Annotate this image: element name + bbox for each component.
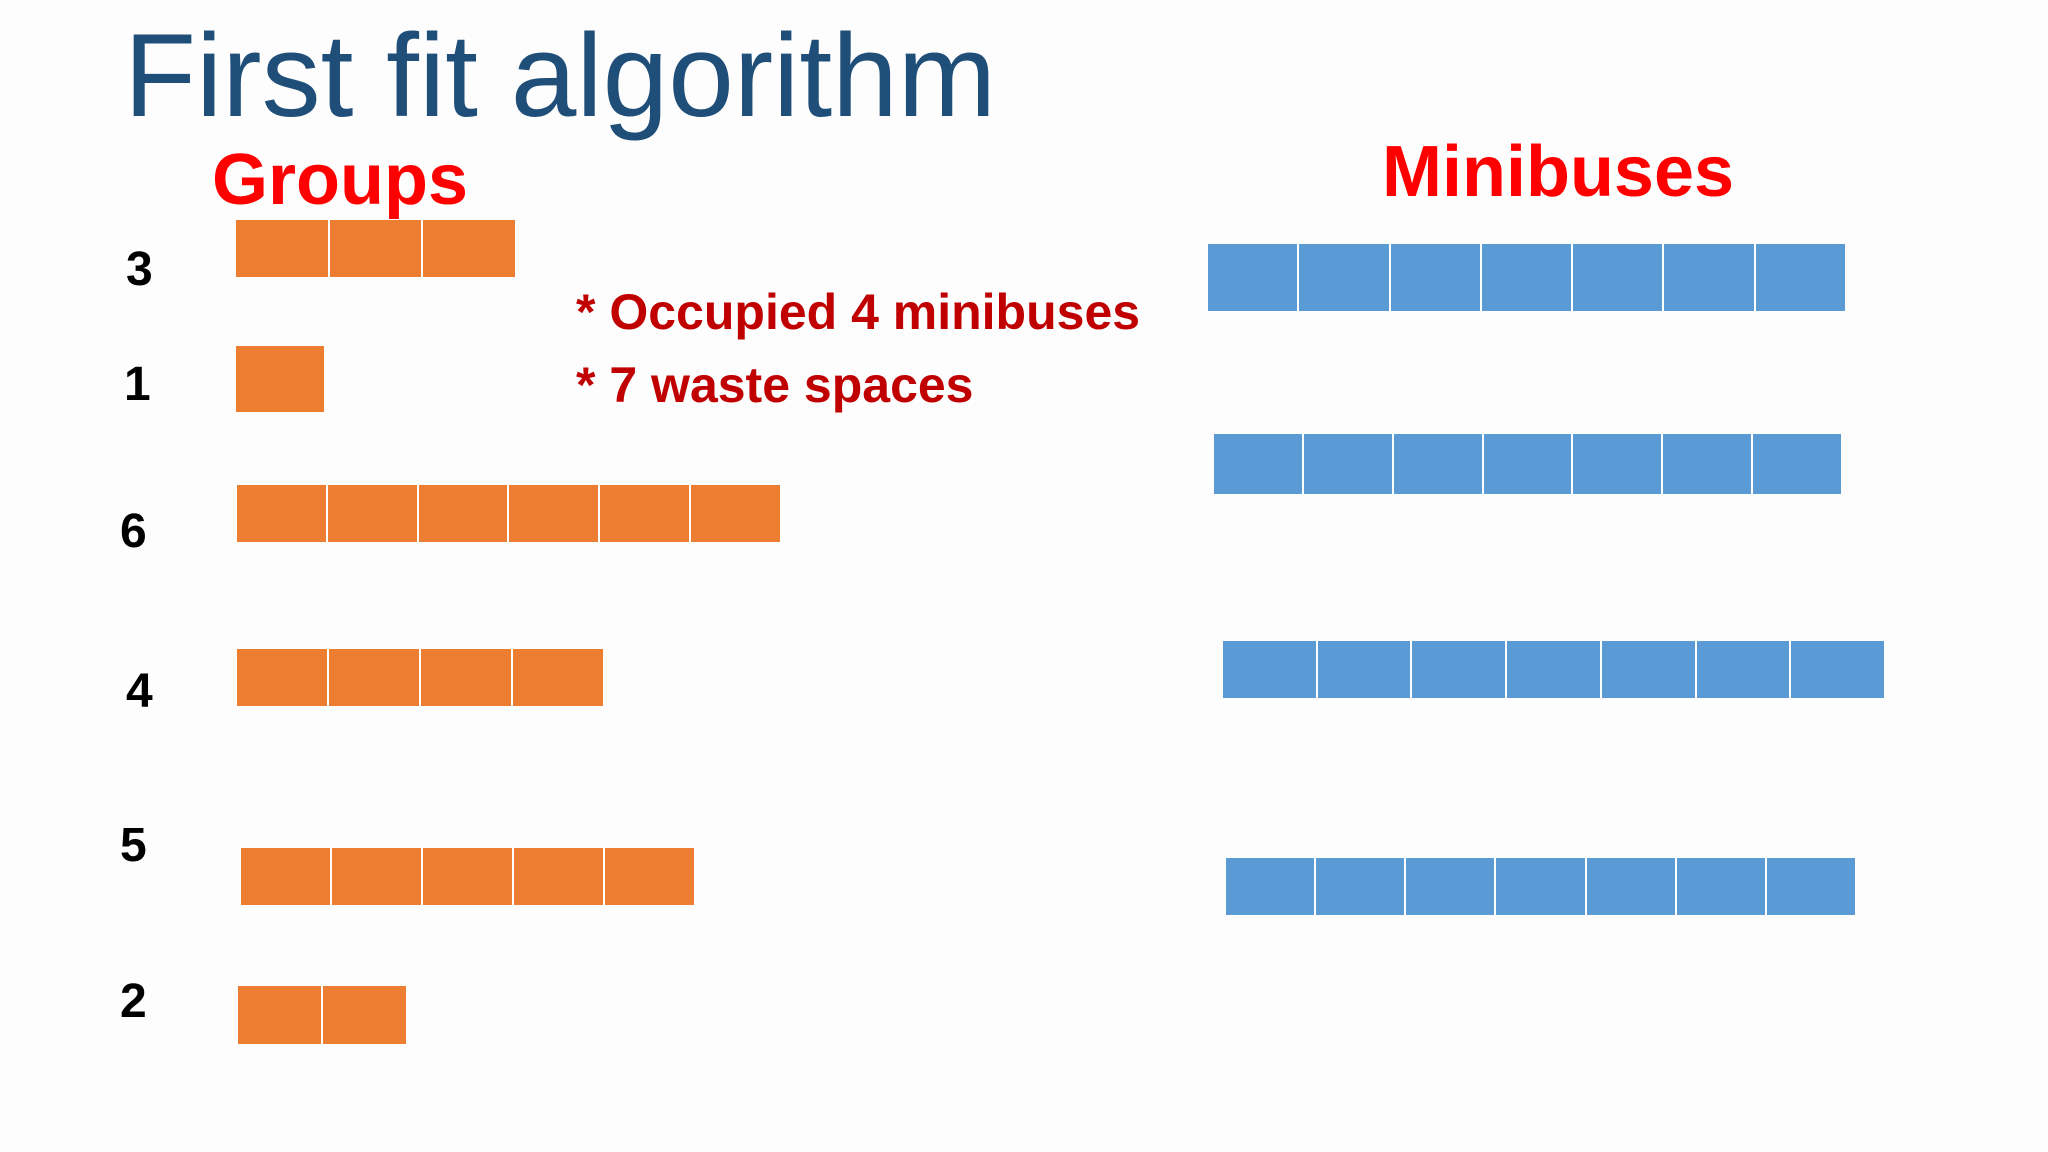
seat-block xyxy=(1410,641,1506,698)
seat-block xyxy=(1314,858,1405,915)
group-bar xyxy=(237,649,603,706)
group-bar xyxy=(237,485,780,542)
person-block xyxy=(416,485,508,542)
person-block xyxy=(511,848,603,905)
seat-block xyxy=(1226,858,1315,915)
seat-block xyxy=(1599,641,1695,698)
group-bar xyxy=(238,986,406,1044)
seat-block xyxy=(1391,434,1482,494)
seat-block xyxy=(1662,244,1754,311)
seat-block xyxy=(1494,858,1585,915)
person-block xyxy=(236,346,324,412)
person-block xyxy=(689,485,780,542)
seat-block xyxy=(1764,858,1855,915)
person-block xyxy=(325,485,417,542)
person-block xyxy=(236,220,328,277)
group-bar xyxy=(241,848,694,905)
person-block xyxy=(329,848,421,905)
seat-block xyxy=(1571,434,1662,494)
note-occupied: * Occupied 4 minibuses xyxy=(576,284,1141,340)
minibus-bar xyxy=(1214,434,1842,494)
person-block xyxy=(420,848,512,905)
person-block xyxy=(321,986,406,1044)
person-block xyxy=(598,485,690,542)
person-block xyxy=(507,485,599,542)
seat-block xyxy=(1388,244,1480,311)
seat-block xyxy=(1571,244,1663,311)
person-block xyxy=(237,649,327,706)
seat-block xyxy=(1208,244,1298,311)
seat-block xyxy=(1789,641,1885,698)
person-block xyxy=(327,649,419,706)
group-size-label: 3 xyxy=(126,243,153,296)
seat-block xyxy=(1315,641,1411,698)
group-bar xyxy=(236,346,324,412)
seat-block xyxy=(1301,434,1392,494)
groups-heading: Groups xyxy=(212,140,469,220)
person-block xyxy=(419,649,511,706)
group-size-label: 1 xyxy=(124,358,151,411)
seat-block xyxy=(1404,858,1495,915)
seat-block xyxy=(1223,641,1316,698)
minibus-bar xyxy=(1226,858,1855,915)
person-block xyxy=(511,649,603,706)
person-block xyxy=(238,986,321,1044)
seat-block xyxy=(1297,244,1389,311)
seat-block xyxy=(1751,434,1842,494)
group-size-label: 5 xyxy=(120,819,147,872)
note-waste: * 7 waste spaces xyxy=(576,357,974,413)
person-block xyxy=(327,220,422,277)
person-block xyxy=(237,485,326,542)
seat-block xyxy=(1214,434,1302,494)
minibus-bar xyxy=(1223,641,1885,698)
seat-block xyxy=(1674,858,1765,915)
minibus-bar xyxy=(1208,244,1845,311)
group-bar xyxy=(236,220,516,277)
group-size-label: 4 xyxy=(126,665,153,718)
person-block xyxy=(241,848,330,905)
person-block xyxy=(421,220,516,277)
result-notes: * Occupied 4 minibuses * 7 waste spaces xyxy=(576,276,1140,422)
seat-block xyxy=(1479,244,1572,311)
minibuses-heading: Minibuses xyxy=(1382,132,1735,212)
seat-block xyxy=(1753,244,1845,311)
seat-block xyxy=(1584,858,1675,915)
seat-block xyxy=(1661,434,1752,494)
person-block xyxy=(602,848,694,905)
seat-block xyxy=(1505,641,1600,698)
group-size-label: 2 xyxy=(120,975,147,1028)
seat-block xyxy=(1481,434,1572,494)
group-size-label: 6 xyxy=(120,505,147,558)
seat-block xyxy=(1694,641,1790,698)
slide-title: First fit algorithm xyxy=(124,10,997,142)
